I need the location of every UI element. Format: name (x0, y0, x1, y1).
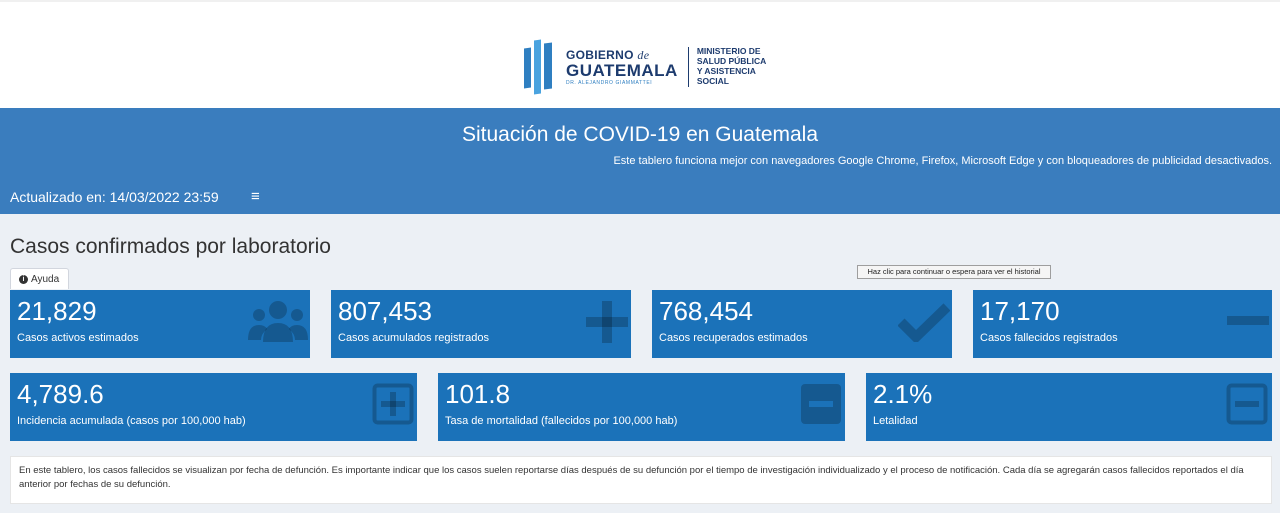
ministry-name: MINISTERIO DE SALUD PÚBLICA Y ASISTENCIA… (696, 46, 767, 86)
card-value: 101.8 (445, 379, 511, 409)
top-header: GOBIERNO de GUATEMALA DR. ALEJANDRO GIAM… (0, 0, 1280, 108)
logo-bars-icon (524, 39, 560, 95)
card-cumulative-incidence[interactable]: 4,789.6 Incidencia acumulada (casos por … (10, 373, 417, 441)
minus-icon (1227, 316, 1269, 325)
page-title: Situación de COVID-19 en Guatemala (461, 123, 819, 146)
section-title: Casos confirmados por laboratorio (10, 235, 331, 258)
card-recovered-cases[interactable]: 768,454 Casos recuperados estimados (652, 290, 952, 358)
card-value: 4,789.6 (17, 379, 104, 409)
government-logo: GOBIERNO de GUATEMALA DR. ALEJANDRO GIAM… (524, 39, 767, 95)
logo-text: GOBIERNO de GUATEMALA DR. ALEJANDRO GIAM… (566, 49, 678, 86)
browser-notice: Este tablero funciona mejor con navegado… (613, 155, 1272, 167)
logo-line3: DR. ALEJANDRO GIAMMATTEI (566, 79, 653, 86)
card-value: 807,453 (338, 296, 432, 326)
card-value: 2.1% (873, 379, 933, 409)
card-value: 768,454 (659, 296, 753, 326)
card-label: Incidencia acumulada (casos por 100,000 … (17, 415, 246, 427)
card-label: Casos fallecidos registrados (980, 332, 1118, 344)
logo-divider (687, 47, 689, 87)
plus-square-icon (372, 383, 414, 425)
card-accumulated-cases[interactable]: 807,453 Casos acumulados registrados (331, 290, 631, 358)
card-label: Casos acumulados registrados (338, 332, 490, 344)
card-active-cases[interactable]: 21,829 Casos activos estimados (10, 290, 310, 358)
info-icon: i (19, 274, 28, 284)
card-label: Casos recuperados estimados (659, 332, 808, 344)
card-value: 17,170 (980, 296, 1060, 326)
help-tab[interactable]: i Ayuda (10, 268, 69, 289)
plus-icon (586, 301, 628, 343)
card-deceased-cases[interactable]: 17,170 Casos fallecidos registrados (973, 290, 1272, 358)
title-banner: Situación de COVID-19 en Guatemala Este … (0, 108, 1280, 214)
card-label: Tasa de mortalidad (fallecidos por 100,0… (445, 415, 678, 427)
card-label: Casos activos estimados (17, 332, 139, 344)
updated-timestamp: Actualizado en: 14/03/2022 23:59 (10, 189, 219, 205)
logo-line2: GUATEMALA (566, 60, 678, 80)
users-icon (248, 301, 308, 342)
deaths-note: En este tablero, los casos fallecidos se… (10, 456, 1272, 504)
minus-square-icon (801, 384, 841, 424)
card-label: Letalidad (873, 415, 918, 427)
help-label: Ayuda (31, 273, 60, 285)
logo-line1: GOBIERNO de (566, 47, 650, 62)
minus-square-outline-icon (1226, 383, 1268, 425)
card-lethality[interactable]: 2.1% Letalidad (866, 373, 1272, 441)
check-icon (898, 303, 950, 342)
card-value: 21,829 (17, 296, 97, 326)
card-mortality-rate[interactable]: 101.8 Tasa de mortalidad (fallecidos por… (438, 373, 845, 441)
history-tooltip: Haz clic para continuar o espera para ve… (857, 265, 1051, 279)
hamburger-menu-icon[interactable]: ≡ (251, 188, 260, 205)
